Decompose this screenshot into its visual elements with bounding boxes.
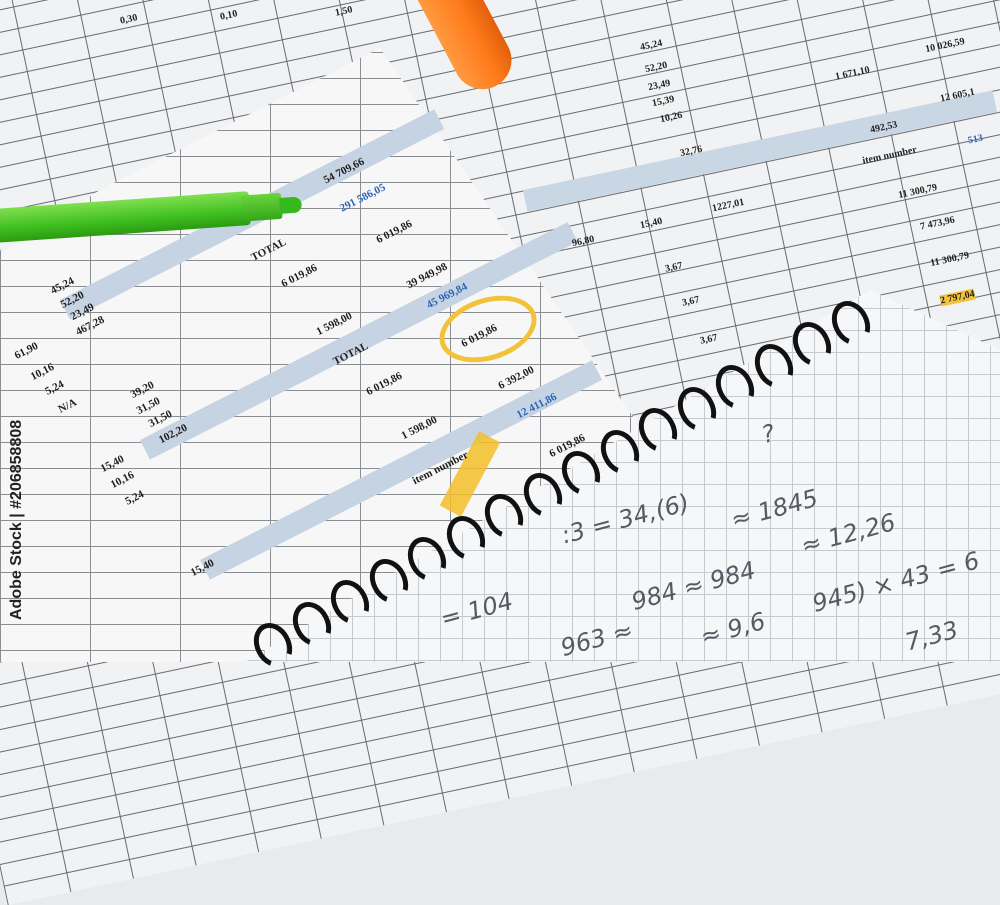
bg-value: 15,40: [639, 215, 664, 232]
bg-value: 1 671,10: [834, 64, 871, 83]
bg-value: 2 797,04: [939, 288, 976, 307]
spiral-ring: [477, 487, 531, 545]
stock-watermark: Adobe Stock | #206858808: [8, 419, 25, 620]
cell-value: 102,20: [156, 421, 190, 447]
bg-value: 0,30: [119, 12, 139, 27]
cell-value: 61,90: [12, 340, 41, 362]
spiral-ring: [323, 573, 377, 631]
spiral-notebook: [245, 290, 1000, 662]
spiral-ring: [285, 594, 338, 653]
cell-value: 1 598,00: [399, 413, 440, 443]
bg-value: 492,53: [869, 119, 899, 136]
bg-value: 11 300,79: [929, 250, 971, 269]
spiral-ring: [439, 508, 492, 567]
orange-marker: [392, 0, 537, 123]
handwriting: ≈ 12,26: [798, 507, 899, 561]
cell-value: 291 586,05: [337, 181, 388, 215]
cell-label: TOTAL: [331, 340, 371, 368]
handwriting: ?: [758, 418, 779, 450]
bg-value: 23,49: [647, 77, 672, 94]
bg-value: 52,20: [644, 59, 669, 76]
spiral-ring: [246, 616, 300, 674]
cell-value: 6 392,00: [496, 363, 537, 393]
yellow-highlight-stroke: [439, 431, 501, 517]
bg-value: item number: [861, 144, 918, 167]
spiral-ring: [785, 315, 839, 373]
cell-value: 54 709,66: [321, 155, 367, 187]
bg-value: 0,10: [219, 8, 239, 23]
bg-value: 15,39: [651, 93, 676, 110]
cell-value: 6 019,86: [459, 321, 500, 351]
bg-value: 32,76: [679, 143, 704, 160]
bg-value: 96,80: [571, 233, 596, 250]
cell-value: 39 949,98: [404, 260, 450, 292]
spiral-ring: [362, 551, 415, 610]
cell-value: 6 019,86: [374, 217, 415, 247]
bg-value: 10 026,59: [924, 35, 966, 56]
handwriting: 7,33: [902, 615, 962, 657]
bg-value: 11 300,79: [897, 182, 939, 201]
handwriting: = 104: [437, 586, 516, 634]
handwriting: :3 = 34,(6): [558, 488, 693, 550]
cell-value: 45 969,84: [424, 280, 470, 312]
cell-value: 6 019,86: [279, 261, 320, 291]
spiral-ring: [516, 465, 569, 524]
handwriting: 984 ≈ 984: [628, 556, 759, 616]
bg-value: 10,26: [659, 109, 684, 126]
cell-value: 6 019,86: [547, 431, 588, 461]
handwriting: ≈ 1845: [727, 483, 821, 535]
spiral-ring: [631, 401, 685, 459]
spiral-ring: [593, 422, 646, 481]
spiral-ring: [747, 336, 800, 395]
blue-band: [60, 109, 445, 320]
handwriting: 945) × 43 = 6: [809, 546, 983, 618]
bg-value: 1,50: [334, 4, 354, 19]
bg-value: 1227,01: [711, 196, 746, 215]
bg-value: 12 605,1: [939, 86, 976, 105]
handwriting: ≈ 9,6: [697, 606, 769, 652]
blue-band: [140, 222, 578, 460]
spiral-ring: [708, 358, 762, 416]
cell-value: 10,16: [108, 469, 137, 491]
cell-label: TOTAL: [249, 236, 289, 264]
cell-value: 12 411,86: [514, 390, 559, 422]
bg-value: 7 473,96: [919, 214, 956, 233]
cell-value: 15,40: [98, 453, 127, 475]
spiral-ring: [670, 379, 723, 438]
cell-value: 1 598,00: [314, 309, 355, 339]
spiral-ring: [400, 530, 454, 588]
blue-band: [200, 360, 603, 580]
front-spreadsheet: [0, 48, 690, 662]
cell-value: 5,24: [123, 488, 146, 508]
cell-value: 10,16: [28, 361, 57, 383]
bg-value: 3,67: [681, 294, 701, 309]
cell-value: 6 019,86: [364, 369, 405, 399]
cell-value: 15,40: [188, 557, 217, 579]
bg-value: 513: [967, 132, 984, 147]
cell-label: item number: [410, 448, 471, 488]
bg-value: 45,24: [639, 37, 664, 54]
cell-value: N/A: [56, 396, 79, 416]
bg-value: 3,67: [664, 260, 684, 275]
cell-value: 5,24: [43, 378, 66, 398]
spiral-ring: [824, 293, 877, 352]
bg-value: 3,67: [699, 332, 719, 347]
handwriting: 963 ≈: [557, 615, 636, 663]
